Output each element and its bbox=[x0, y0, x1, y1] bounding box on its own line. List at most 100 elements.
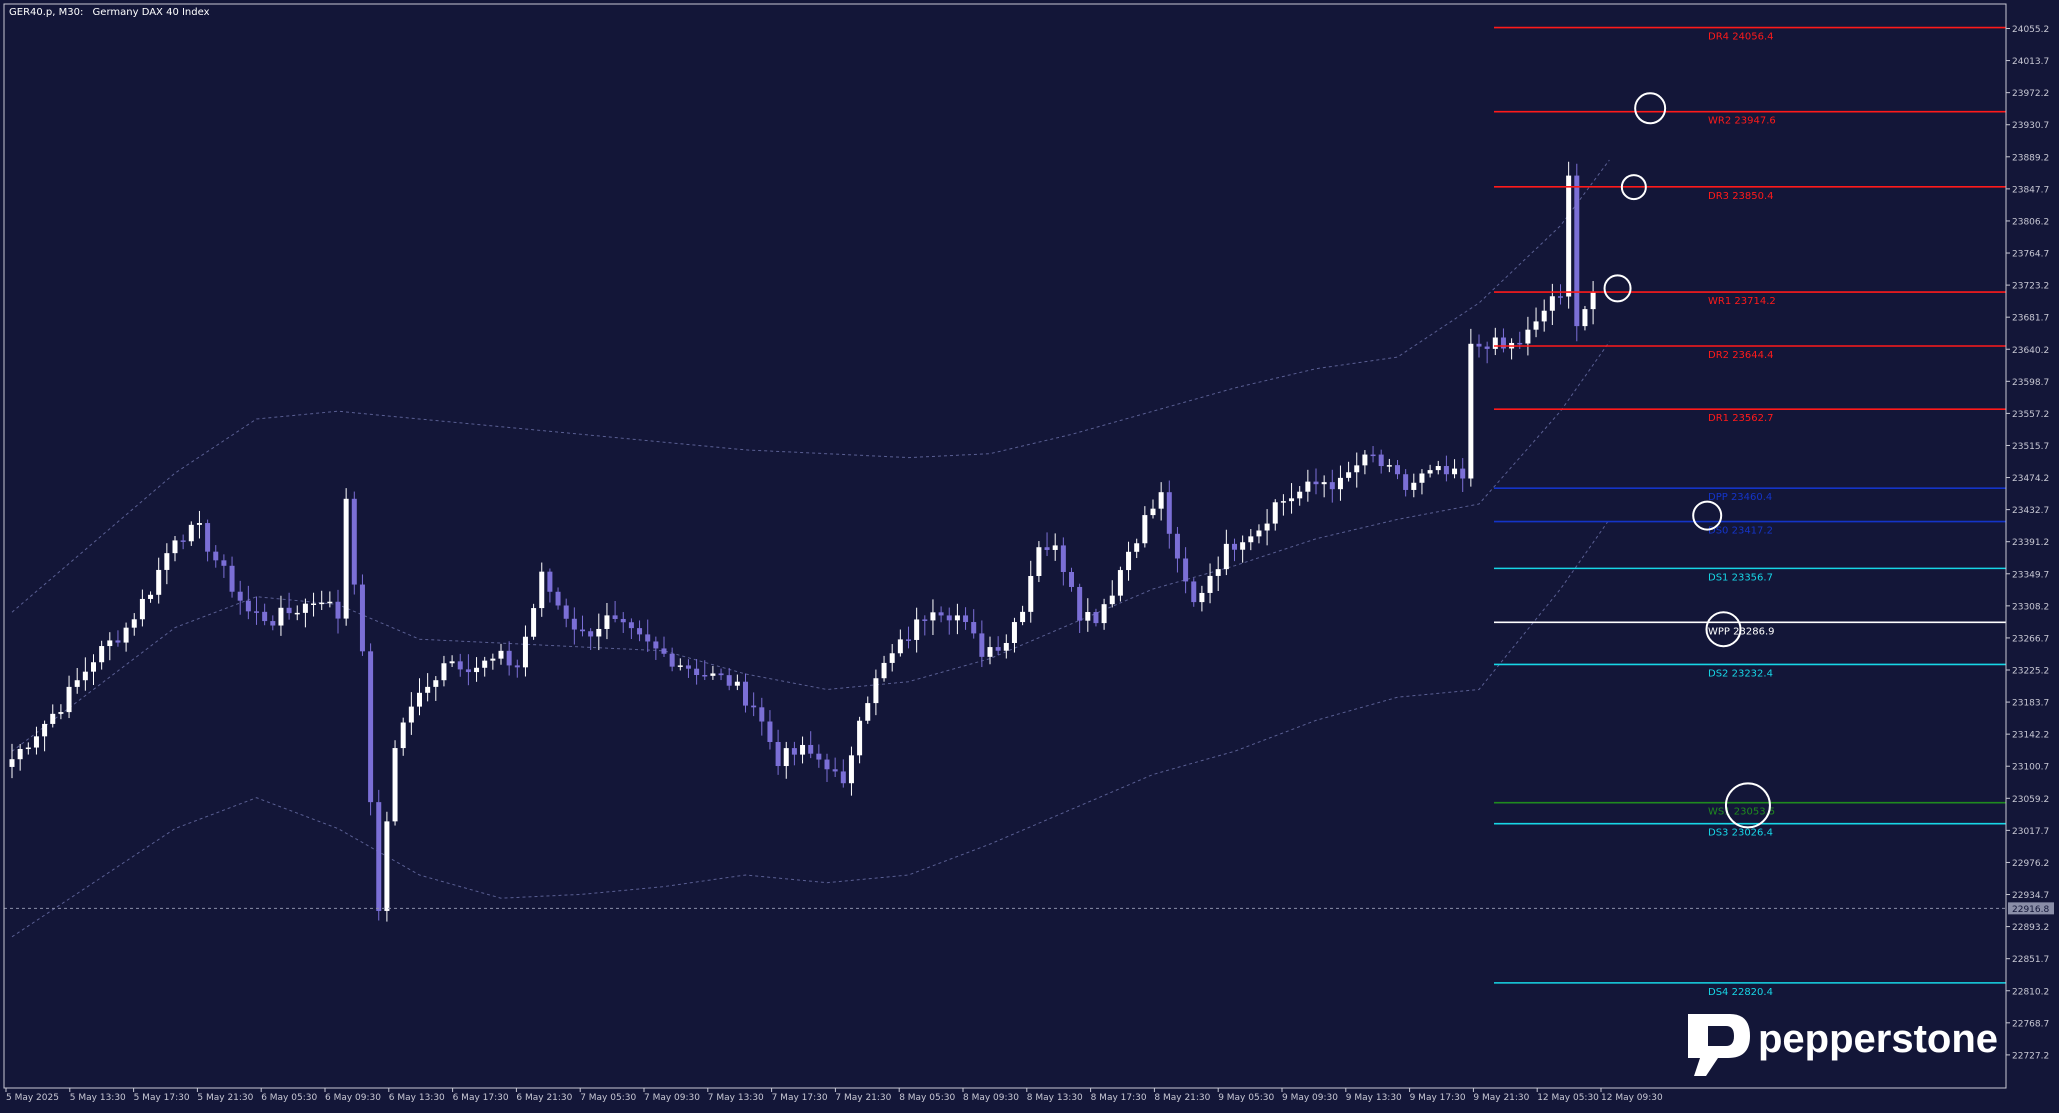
x-tick-label: 5 May 17:30 bbox=[134, 1093, 190, 1103]
x-tick-label: 6 May 09:30 bbox=[325, 1093, 381, 1103]
x-tick-label: 8 May 21:30 bbox=[1154, 1093, 1210, 1103]
candle bbox=[694, 659, 700, 685]
candle bbox=[563, 598, 569, 628]
candle bbox=[1011, 617, 1017, 653]
candle bbox=[555, 587, 561, 610]
candle bbox=[1541, 299, 1547, 332]
candle bbox=[1533, 307, 1539, 338]
candle bbox=[979, 620, 985, 668]
y-tick-label: 23847.7 bbox=[2012, 185, 2049, 195]
candle bbox=[408, 692, 414, 735]
y-tick-label: 23598.7 bbox=[2012, 378, 2049, 388]
y-tick-label: 23100.7 bbox=[2012, 763, 2049, 773]
candle bbox=[824, 753, 830, 783]
candle bbox=[490, 653, 496, 670]
candle bbox=[946, 607, 952, 635]
x-tick-label: 5 May 13:30 bbox=[70, 1093, 126, 1103]
candle bbox=[237, 580, 243, 615]
candle bbox=[1183, 547, 1189, 594]
candle bbox=[571, 607, 577, 645]
candle bbox=[270, 615, 276, 631]
candle bbox=[604, 603, 610, 640]
candle bbox=[188, 521, 194, 546]
candle bbox=[971, 609, 977, 639]
candle bbox=[474, 657, 480, 682]
x-tick-label: 8 May 09:30 bbox=[963, 1093, 1019, 1103]
candle bbox=[734, 674, 740, 691]
candle bbox=[1354, 452, 1360, 488]
candle bbox=[751, 692, 757, 717]
y-tick-label: 23017.7 bbox=[2012, 827, 2049, 837]
x-tick-label: 8 May 05:30 bbox=[899, 1093, 955, 1103]
band-lower bbox=[11, 519, 1610, 938]
candle bbox=[294, 605, 300, 621]
candle bbox=[91, 654, 96, 686]
candle bbox=[441, 655, 447, 687]
candle bbox=[1191, 578, 1197, 607]
candle bbox=[1036, 541, 1042, 583]
candle bbox=[33, 726, 39, 755]
y-tick-label: 23640.2 bbox=[2012, 346, 2049, 356]
candle bbox=[596, 613, 602, 651]
candle bbox=[1223, 529, 1229, 576]
candle bbox=[1337, 465, 1343, 501]
candle bbox=[767, 710, 773, 750]
logo-cutout bbox=[1708, 1026, 1734, 1046]
candle bbox=[1395, 459, 1400, 480]
chart-description: Germany DAX 40 Index bbox=[93, 7, 210, 18]
candles bbox=[9, 161, 1596, 922]
candle bbox=[1109, 580, 1115, 608]
candle bbox=[1093, 608, 1099, 627]
candle bbox=[628, 618, 634, 640]
current-price-tag: 22916.8 bbox=[2008, 902, 2054, 915]
y-tick-label: 22934.7 bbox=[2012, 891, 2049, 901]
candle bbox=[302, 598, 308, 628]
candle bbox=[99, 640, 105, 670]
level-dr3: DR3 23850.4 bbox=[1494, 185, 2006, 202]
candle bbox=[229, 556, 235, 598]
candle bbox=[1052, 533, 1058, 561]
y-tick-label: 23930.7 bbox=[2012, 121, 2049, 131]
candle bbox=[914, 607, 920, 653]
x-tick-label: 12 May 09:30 bbox=[1601, 1093, 1663, 1103]
candle bbox=[987, 636, 993, 665]
level-label: DS0 23417.2 bbox=[1708, 526, 1773, 537]
level-label: WS1 23053.5 bbox=[1708, 807, 1775, 818]
candle bbox=[1313, 468, 1319, 495]
candle bbox=[1500, 328, 1506, 353]
y-tick-label: 24013.7 bbox=[2012, 57, 2049, 67]
candle bbox=[457, 653, 463, 677]
x-tick-label: 9 May 21:30 bbox=[1473, 1093, 1529, 1103]
y-tick-label: 23059.2 bbox=[2012, 795, 2049, 805]
chart-symbol: GER40.p, M30: bbox=[9, 7, 83, 18]
candle bbox=[1460, 458, 1466, 492]
candle bbox=[1158, 482, 1164, 521]
candle bbox=[531, 603, 537, 640]
candle bbox=[1297, 486, 1303, 506]
level-ds0: DS0 23417.2 bbox=[1494, 520, 2006, 537]
candle bbox=[9, 743, 15, 779]
candle bbox=[1069, 567, 1074, 592]
candle bbox=[775, 729, 781, 775]
candle bbox=[1419, 469, 1425, 495]
x-tick-label: 5 May 21:30 bbox=[197, 1093, 253, 1103]
x-tick-label: 5 May 2025 bbox=[6, 1093, 59, 1103]
candle bbox=[1085, 598, 1091, 632]
candle bbox=[1321, 475, 1327, 498]
candle bbox=[1199, 585, 1205, 612]
price-axis[interactable]: 24055.2 24013.7 23972.2 23930.7 23889.2 23847… bbox=[2006, 25, 2049, 1061]
candle bbox=[1060, 537, 1066, 586]
candle bbox=[791, 741, 797, 766]
candle bbox=[1240, 535, 1246, 563]
x-tick-label: 9 May 17:30 bbox=[1410, 1093, 1466, 1103]
candle bbox=[808, 731, 814, 759]
candle bbox=[620, 612, 626, 633]
y-tick-label: 23308.2 bbox=[2012, 602, 2049, 612]
x-tick-label: 6 May 17:30 bbox=[453, 1093, 509, 1103]
candle bbox=[82, 657, 88, 691]
candle bbox=[1101, 598, 1107, 630]
candle bbox=[180, 534, 186, 550]
time-axis[interactable]: 5 May 2025 5 May 13:30 5 May 17:30 5 May 21… bbox=[5, 1088, 1663, 1103]
